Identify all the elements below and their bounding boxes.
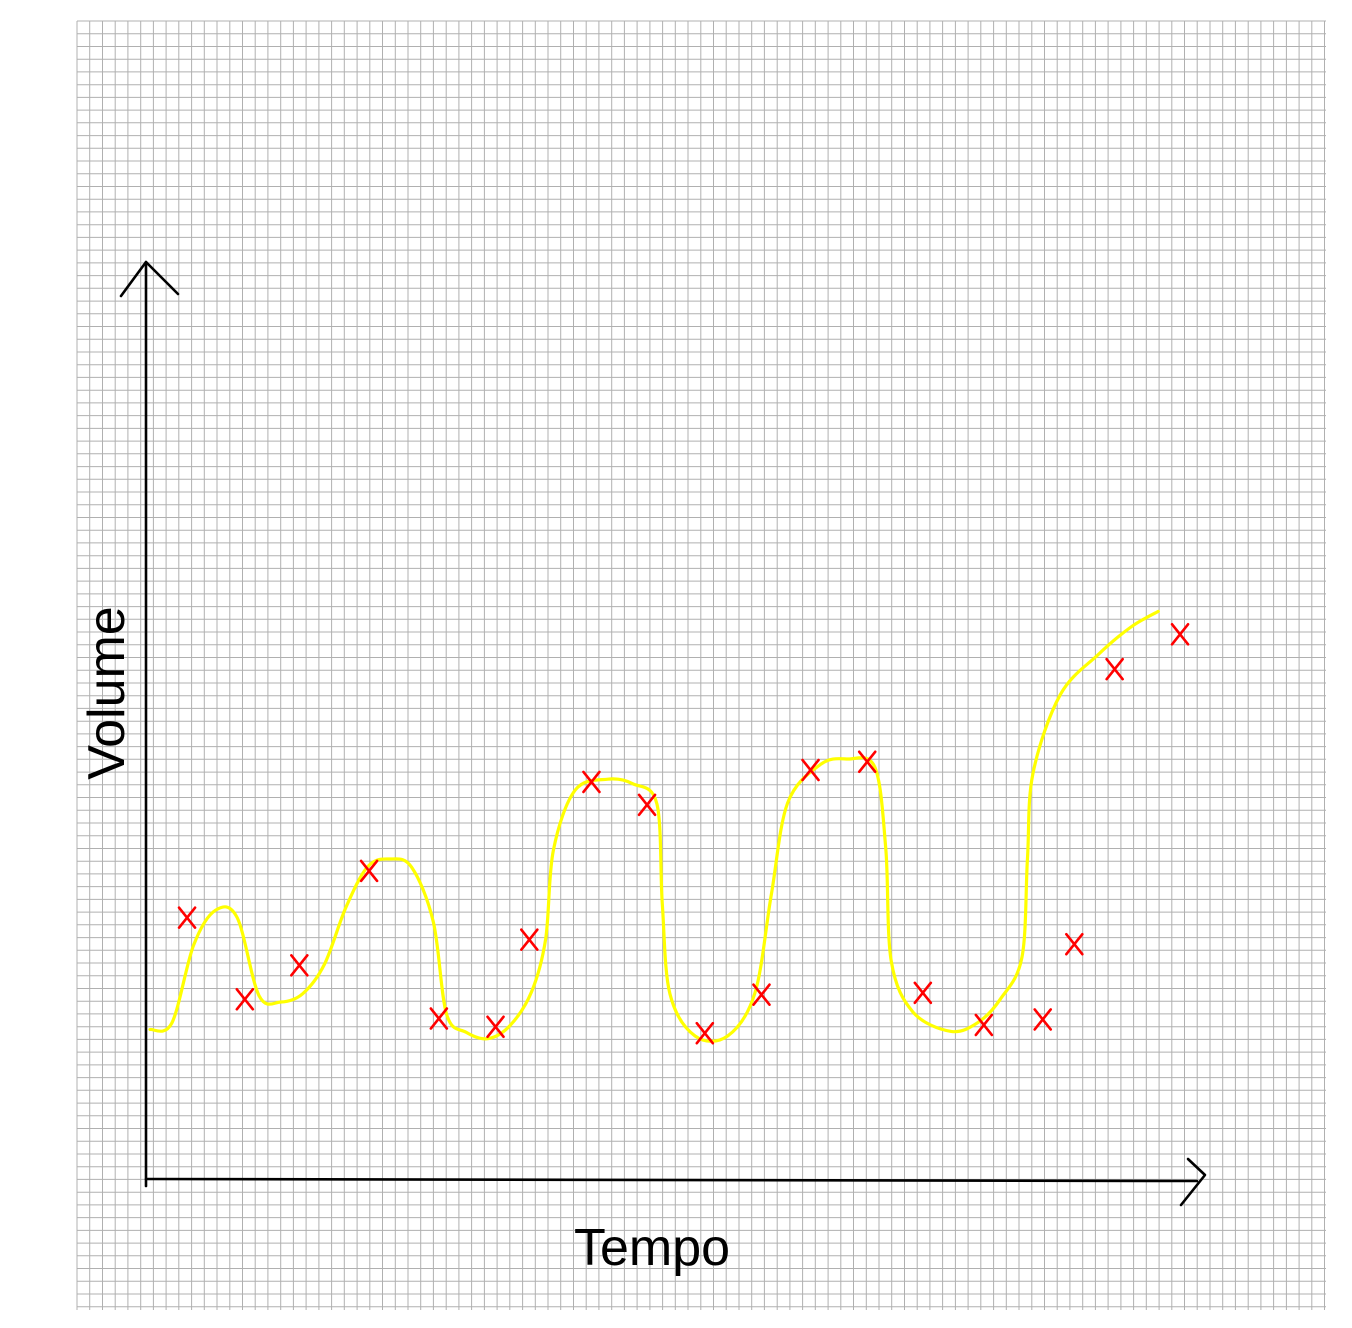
series-line <box>148 609 1160 1043</box>
data-markers <box>177 623 1190 1045</box>
data-point-marker-12 <box>801 758 820 782</box>
data-point-marker-19 <box>1170 623 1190 646</box>
data-point-marker-3 <box>290 954 309 977</box>
data-point-marker-1 <box>177 906 197 929</box>
y-axis-label: Volume <box>78 606 136 779</box>
graph-paper-grid <box>76 20 1326 1310</box>
data-point-marker-6 <box>486 1015 505 1039</box>
data-point-marker-9 <box>637 793 657 817</box>
grid-lines <box>76 20 1326 1310</box>
data-point-marker-7 <box>520 928 539 951</box>
y-axis-arrowhead <box>119 260 180 298</box>
x-axis-line <box>144 1177 1199 1183</box>
data-point-marker-8 <box>582 770 601 794</box>
data-point-marker-5 <box>429 1007 449 1030</box>
data-point-marker-4 <box>359 859 379 883</box>
data-point-marker-10 <box>695 1021 715 1045</box>
data-point-marker-15 <box>974 1013 994 1037</box>
data-point-marker-18 <box>1105 657 1124 681</box>
data-point-marker-2 <box>235 987 255 1011</box>
data-point-marker-13 <box>857 750 877 774</box>
x-axis-label: Tempo <box>574 1219 730 1277</box>
axes <box>119 260 1207 1207</box>
data-point-marker-14 <box>913 981 933 1005</box>
data-point-marker-11 <box>752 983 771 1006</box>
data-point-marker-17 <box>1065 932 1084 956</box>
x-axis-arrowhead <box>1179 1157 1207 1207</box>
data-point-marker-16 <box>1033 1008 1053 1031</box>
